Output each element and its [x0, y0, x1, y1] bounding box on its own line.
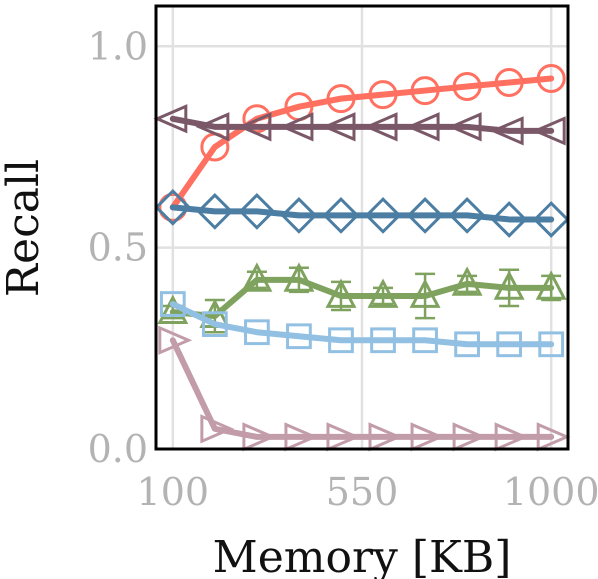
data-point — [452, 422, 487, 452]
data-point — [447, 112, 482, 142]
data-point — [532, 201, 570, 238]
data-point — [242, 422, 277, 452]
data-point — [493, 270, 525, 300]
data-point — [244, 319, 270, 346]
data-point — [201, 311, 228, 338]
data-point — [406, 197, 444, 234]
data-point — [364, 197, 402, 234]
data-point — [367, 278, 399, 308]
data-point — [489, 116, 524, 146]
data-point — [538, 331, 565, 358]
data-point — [405, 112, 440, 142]
x-axis-label: Memory [KB] — [213, 532, 512, 579]
data-point — [238, 193, 276, 230]
data-point — [368, 80, 398, 110]
data-point — [158, 325, 193, 355]
data-point — [409, 278, 441, 308]
data-point — [328, 327, 354, 354]
y-tick-label: 1.0 — [88, 24, 148, 68]
series-line — [169, 301, 555, 348]
data-point — [196, 193, 234, 230]
series-5 — [159, 291, 565, 358]
data-point — [494, 422, 529, 452]
data-point — [490, 201, 528, 238]
data-point — [494, 68, 524, 98]
data-point — [153, 104, 188, 134]
x-tick-label: 100 — [137, 470, 210, 514]
series-3 — [154, 188, 570, 238]
data-point — [159, 291, 186, 317]
data-point — [454, 331, 480, 358]
y-axis-label: Recall — [0, 159, 49, 297]
data-point — [536, 63, 566, 93]
data-point — [286, 323, 312, 350]
data-point — [370, 327, 396, 354]
data-point — [154, 188, 192, 226]
data-point — [326, 84, 356, 114]
data-point — [536, 422, 571, 452]
series-layer — [153, 63, 571, 452]
data-point — [448, 197, 486, 234]
data-point — [280, 197, 318, 234]
data-point — [195, 112, 230, 142]
data-point — [410, 422, 445, 452]
data-point — [451, 266, 483, 296]
data-point — [200, 414, 235, 444]
data-point — [283, 262, 315, 292]
series-2 — [153, 104, 566, 146]
y-tick-label: 0.0 — [88, 427, 148, 471]
data-point — [368, 422, 403, 452]
plot-frame — [154, 4, 570, 451]
x-tick-label: 550 — [326, 470, 399, 514]
data-point — [322, 197, 360, 234]
data-point — [535, 270, 567, 300]
data-point — [452, 72, 482, 102]
data-point — [363, 112, 398, 142]
data-point — [531, 116, 566, 146]
data-point — [496, 331, 523, 358]
series-line — [169, 337, 555, 440]
series-line — [169, 276, 555, 320]
series-line — [169, 115, 555, 134]
data-point — [241, 262, 273, 292]
data-point — [326, 422, 361, 452]
grid — [156, 6, 568, 451]
data-point — [321, 112, 356, 142]
data-point — [237, 112, 272, 142]
series-line — [169, 75, 555, 211]
data-point — [284, 422, 319, 452]
data-point — [410, 76, 440, 106]
series-6 — [158, 325, 571, 452]
data-point — [279, 112, 314, 142]
tick-labels: 100 550 1000 0.0 0.5 1.0 — [88, 24, 598, 514]
y-tick-label: 0.5 — [88, 226, 148, 270]
data-point — [325, 278, 357, 308]
series-line — [169, 204, 555, 223]
x-tick-label: 1000 — [503, 470, 598, 514]
data-point — [412, 327, 438, 354]
